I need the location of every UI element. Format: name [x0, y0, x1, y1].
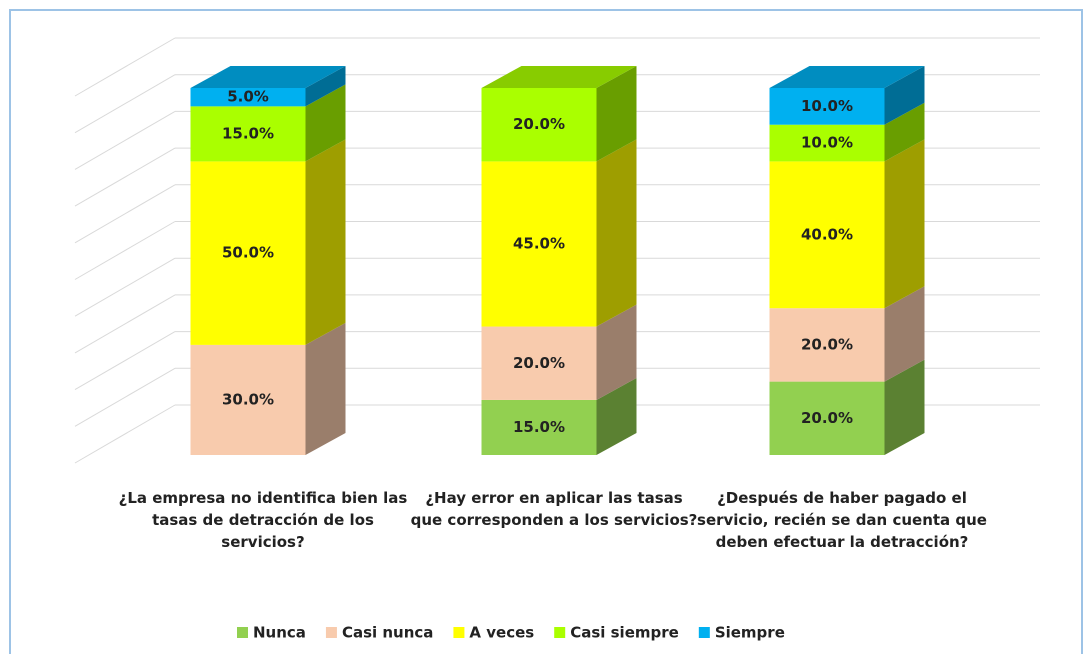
data-label: 20.0% — [801, 409, 853, 427]
grid-line — [74, 74, 176, 134]
bar-top — [769, 66, 925, 88]
legend-swatch — [453, 627, 465, 638]
legend-label: A veces — [469, 624, 534, 642]
bar-side — [884, 286, 925, 382]
legend-swatch — [698, 627, 710, 638]
data-label: 10.0% — [801, 134, 853, 152]
bar-side — [884, 359, 925, 455]
legend-label: Nunca — [253, 624, 306, 642]
legend-swatch — [325, 627, 337, 638]
grid-line — [74, 37, 176, 97]
frame — [9, 9, 1083, 654]
bar-side — [884, 66, 925, 125]
legend-swatch — [237, 627, 248, 638]
data-label: 20.0% — [513, 354, 565, 372]
bar-segment — [190, 106, 306, 162]
bar-side — [305, 139, 346, 345]
grid-line — [74, 147, 176, 207]
bar-segment — [769, 308, 885, 382]
bar-segment — [769, 124, 885, 162]
bar-side — [596, 139, 637, 327]
legend-label: Siempre — [715, 624, 785, 642]
bar-segment — [190, 161, 306, 345]
grid-line — [74, 257, 176, 317]
x-tick-label: ¿La empresa no identifica bien las tasas… — [118, 489, 408, 551]
bar-side — [884, 139, 925, 309]
bar-top — [481, 66, 637, 88]
bar-segment — [769, 381, 885, 455]
bar-segment — [481, 399, 597, 455]
data-label: 15.0% — [513, 418, 565, 436]
bar-side — [305, 84, 346, 162]
x-tick-label: ¿Después de haber pagado el servicio, re… — [697, 489, 987, 551]
bar-side — [596, 304, 637, 400]
bar-side — [305, 66, 346, 107]
grid-line — [74, 367, 176, 427]
x-tick-label: ¿Hay error en aplicar las tasas que corr… — [410, 489, 698, 529]
data-label: 40.0% — [801, 225, 853, 243]
bar-segment — [190, 344, 306, 455]
bar-side — [884, 102, 925, 162]
data-label: 5.0% — [227, 88, 269, 106]
grid-line — [74, 184, 176, 244]
bar-segment — [190, 88, 306, 107]
grid-line — [74, 221, 176, 280]
grid-line — [74, 331, 176, 391]
bar-segment — [481, 88, 597, 162]
legend-label: Casi nunca — [342, 624, 433, 642]
data-label: 10.0% — [801, 97, 853, 115]
bar-top — [190, 66, 346, 88]
bar-side — [596, 377, 637, 455]
legend-swatch — [554, 627, 566, 638]
grid-line — [74, 110, 176, 170]
data-label: 15.0% — [222, 124, 274, 142]
bar-segment — [481, 161, 597, 327]
legend-label: Casi siempre — [570, 624, 679, 642]
data-label: 50.0% — [222, 244, 274, 262]
data-label: 20.0% — [801, 335, 853, 353]
data-label: 45.0% — [513, 234, 565, 252]
bar-segment — [769, 88, 885, 125]
bar-segment — [769, 161, 885, 309]
grid-line — [74, 294, 176, 354]
data-label: 20.0% — [513, 115, 565, 133]
grid-line — [74, 404, 176, 464]
bar-segment — [481, 326, 597, 400]
bar-side — [596, 66, 637, 162]
data-label: 30.0% — [222, 390, 274, 408]
bar-side — [305, 322, 346, 455]
